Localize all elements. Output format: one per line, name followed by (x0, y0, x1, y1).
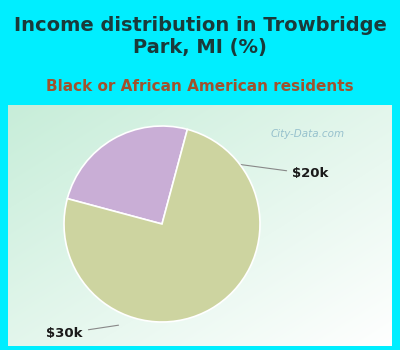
Wedge shape (64, 130, 260, 322)
Text: $20k: $20k (232, 163, 328, 181)
Wedge shape (67, 126, 187, 224)
Text: Black or African American residents: Black or African American residents (46, 79, 354, 93)
Text: City-Data.com: City-Data.com (270, 129, 344, 139)
Text: Income distribution in Trowbridge
Park, MI (%): Income distribution in Trowbridge Park, … (14, 16, 386, 57)
Text: $30k: $30k (46, 325, 118, 340)
